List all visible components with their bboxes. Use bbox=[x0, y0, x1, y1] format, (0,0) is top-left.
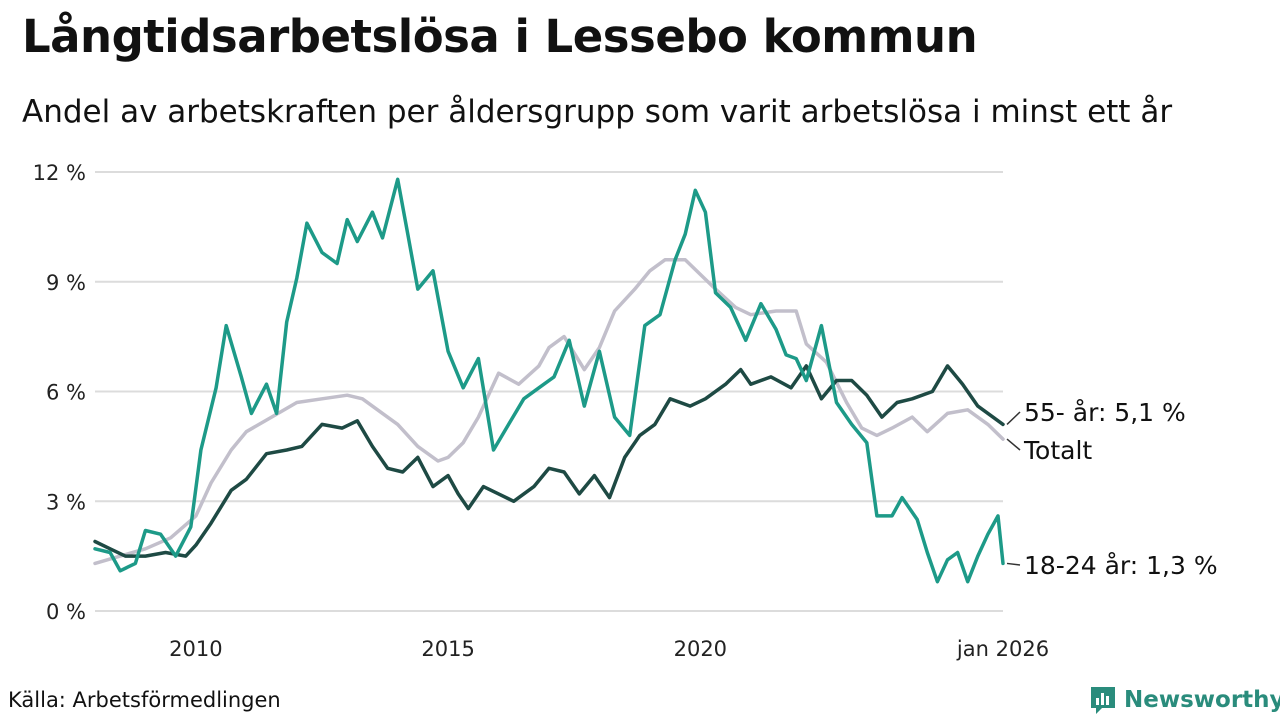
series-line-totalt bbox=[93, 258, 1005, 566]
chart-subtitle: Andel av arbetskraften per åldersgrupp s… bbox=[22, 94, 1173, 130]
y-tick-label: 12 % bbox=[33, 161, 86, 185]
end-label-leader bbox=[1006, 438, 1021, 451]
source-credit: Källa: Arbetsförmedlingen bbox=[8, 688, 281, 712]
brand-name: Newsworthy bbox=[1124, 687, 1280, 713]
x-tick-label: 2020 bbox=[674, 637, 727, 661]
end-label: 18-24 år: 1,3 % bbox=[1024, 551, 1218, 580]
y-tick-label: 0 % bbox=[46, 600, 86, 624]
y-tick-label: 6 % bbox=[46, 381, 86, 405]
x-tick-label: jan 2026 bbox=[956, 637, 1049, 661]
brand-logo: Newsworthy bbox=[1088, 684, 1280, 716]
chart-title: Långtidsarbetslösa i Lessebo kommun bbox=[22, 10, 978, 63]
end-label: 55- år: 5,1 % bbox=[1024, 398, 1186, 427]
y-tick-label: 3 % bbox=[46, 490, 86, 514]
end-label-leader bbox=[1006, 562, 1021, 566]
x-tick-label: 2015 bbox=[421, 637, 474, 661]
y-tick-label: 9 % bbox=[46, 271, 86, 295]
series-line-55-r bbox=[93, 364, 1005, 558]
series-line-18-24-r bbox=[93, 177, 1005, 584]
end-label-leader bbox=[1006, 411, 1021, 425]
x-tick-label: 2010 bbox=[169, 637, 222, 661]
end-label: Totalt bbox=[1023, 436, 1092, 465]
newsworthy-logo-icon bbox=[1091, 687, 1115, 714]
